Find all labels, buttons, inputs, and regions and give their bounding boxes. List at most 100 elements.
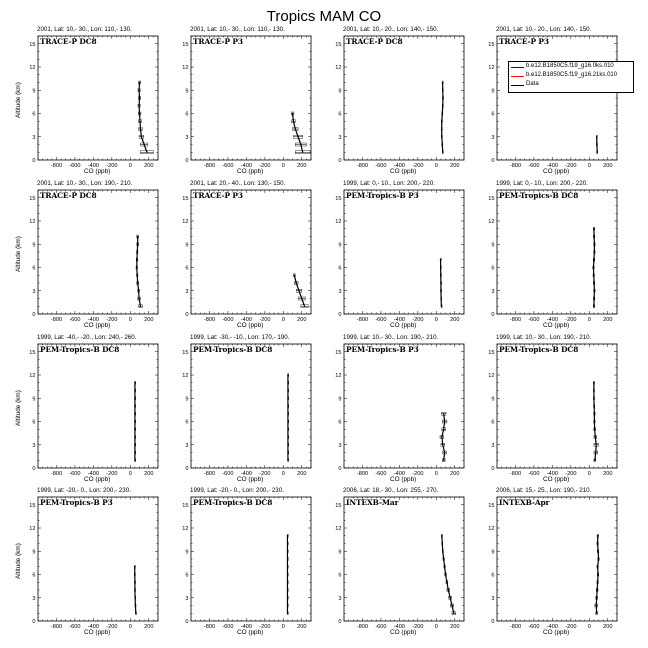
x-axis-label: CO (ppb) [84, 629, 111, 636]
data-point [134, 382, 136, 384]
data-series-line [441, 82, 444, 153]
x-tick-label: -400 [241, 317, 252, 323]
y-tick-label: 15 [29, 42, 35, 48]
x-axis-label: CO (ppb) [390, 629, 417, 636]
y-tick-label: 3 [185, 135, 188, 141]
plot-area: -800 -600 -400 -200 0 200 0 3 6 9 12 15 [335, 496, 465, 630]
error-box [592, 258, 595, 262]
y-tick-label: 15 [335, 503, 341, 509]
data-point [134, 420, 136, 423]
legend-swatch-black [511, 85, 524, 87]
y-tick-label: 3 [185, 596, 188, 602]
error-box [137, 289, 140, 293]
error-box [451, 611, 456, 615]
y-tick-label: 9 [338, 549, 341, 555]
y-tick-label: 12 [182, 526, 188, 532]
data-point [593, 259, 595, 261]
error-box [290, 111, 295, 116]
data-point [287, 420, 289, 423]
y-tick-label: 9 [32, 549, 35, 555]
y-tick-label: 3 [338, 443, 341, 449]
x-axis-label: CO (ppb) [543, 476, 570, 483]
y-tick-label: 0 [32, 312, 35, 318]
x-tick-label: 0 [282, 317, 285, 323]
x-tick-label: 0 [435, 317, 438, 323]
y-tick-label: 9 [491, 396, 494, 402]
profile-panel: 1999, Lat: 10,- 30., Lon: 190,- 210. -800… [488, 334, 618, 483]
y-tick-label: 12 [29, 373, 35, 379]
x-tick-label: 200 [144, 163, 153, 169]
legend-entry-data: Data [511, 81, 631, 90]
plot-frame [37, 189, 159, 315]
panel-subtitle: 2001, Lat: 10,- 20., Lon: 140,- 150. [343, 26, 439, 33]
data-point [286, 558, 289, 560]
campaign-label: INTEXB-Mar [346, 498, 399, 507]
data-point [595, 604, 597, 607]
data-point [134, 459, 136, 461]
data-point [139, 120, 141, 122]
data-point [592, 266, 595, 269]
error-box [440, 443, 445, 447]
x-axis-label: CO (ppb) [543, 322, 570, 329]
data-point [597, 535, 599, 537]
y-tick-label: 6 [185, 266, 188, 272]
error-box [442, 450, 447, 455]
data-point [597, 550, 599, 552]
data-point [440, 305, 443, 307]
data-point [442, 105, 444, 107]
plot-area: -800 -600 -400 -200 0 200 0 3 6 9 12 15 [29, 496, 159, 630]
data-point [143, 143, 145, 146]
data-point [136, 251, 138, 253]
data-point [593, 282, 595, 284]
plot-area: -800 -600 -400 -200 0 200 0 3 6 9 12 15 [182, 35, 312, 169]
data-point [138, 297, 140, 300]
panel-subtitle: 2001, Lat: 10,- 30., Lon: 110,- 130. [37, 26, 132, 33]
error-box [295, 142, 307, 147]
data-series-line [138, 82, 148, 153]
data-point [441, 542, 444, 545]
data-point [138, 105, 140, 107]
legend-swatch-blue [511, 67, 524, 69]
x-tick-label: -800 [357, 317, 368, 323]
plot-area: -800 -600 -400 -200 0 200 0 3 6 9 12 15 [182, 496, 312, 630]
panel-subtitle: 1999, Lat: 10,- 30., Lon: 190,- 210. [343, 334, 439, 341]
x-tick-label: -200 [259, 471, 270, 477]
error-box [593, 427, 596, 431]
x-tick-label: -600 [528, 471, 539, 477]
x-tick-label: -800 [510, 317, 521, 323]
y-tick-label: 6 [185, 112, 188, 118]
x-tick-label: 200 [450, 163, 459, 169]
profile-panel: 1999, Lat: 0,- 10., Lon: 200,- 220. -800-… [488, 180, 618, 329]
data-point [593, 290, 596, 292]
error-box [449, 603, 455, 608]
data-point [441, 143, 444, 146]
data-point [293, 274, 296, 276]
y-axis-label: Altitude (km) [15, 390, 22, 426]
data-point [134, 589, 136, 591]
x-tick-label: -200 [259, 317, 270, 323]
panel-subtitle: 2001, Lat: 20,- 40., Lon: 130,- 150. [190, 180, 286, 187]
y-tick-label: 12 [488, 373, 494, 379]
x-tick-label: -800 [357, 471, 368, 477]
y-tick-label: 12 [29, 65, 35, 71]
legend-label: Data [526, 81, 539, 87]
profile-panel: 2001, Lat: 10,- 20., Lon: 140,- 150. -800… [488, 26, 618, 175]
y-tick-label: 3 [32, 443, 35, 449]
error-box [595, 596, 598, 600]
data-point [287, 382, 289, 384]
x-tick-label: -600 [375, 624, 386, 630]
data-point [440, 297, 442, 300]
plot-area: -800 -600 -400 -200 0 200 0 3 6 9 12 15 [488, 35, 618, 169]
x-tick-label: -800 [510, 163, 521, 169]
error-box [140, 142, 149, 147]
error-box [138, 127, 143, 131]
data-point [440, 282, 442, 284]
data-point [444, 573, 447, 576]
y-tick-label: 15 [182, 350, 188, 356]
profile-panel: 2006, Lat: 15,- 25., Lon: 190,- 210. -800… [488, 487, 618, 636]
x-tick-label: 200 [144, 317, 153, 323]
y-tick-label: 6 [338, 573, 341, 579]
x-tick-label: 200 [144, 624, 153, 630]
y-axis-label: Altitude (km) [15, 236, 22, 272]
error-box [593, 242, 596, 246]
